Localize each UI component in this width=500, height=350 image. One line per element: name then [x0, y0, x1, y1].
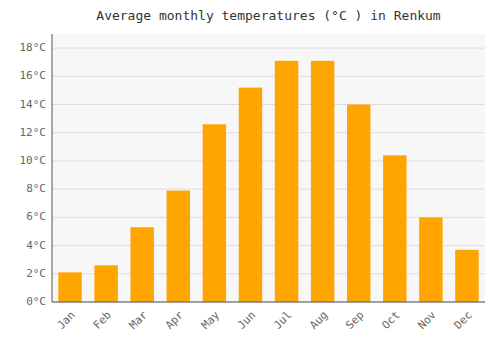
chart: 0°C 2°C 4°C 6°C 8°C 10°C 12°C 14°C 16°C 18°C Jan Fe…	[0, 0, 500, 350]
y-tick-label: 4°C	[26, 239, 46, 252]
bar	[203, 124, 226, 302]
x-axis-line	[52, 302, 485, 303]
x-tick-label: Jan	[55, 309, 78, 332]
grid-line	[52, 48, 485, 49]
y-tick-label: 12°C	[20, 126, 47, 139]
x-tick-label: Dec	[451, 309, 474, 332]
bar	[130, 227, 153, 302]
x-tick-label: Jun	[235, 309, 258, 332]
plot-background	[52, 34, 485, 302]
x-tick-label: Feb	[91, 309, 114, 332]
y-tick-label: 8°C	[26, 182, 46, 195]
grid-line	[52, 302, 485, 303]
bar	[383, 155, 406, 302]
bar	[275, 61, 298, 302]
x-tick-label: Jul	[271, 309, 294, 332]
y-tick-label: 2°C	[26, 267, 46, 280]
bar	[58, 272, 81, 302]
y-tick-label: 10°C	[20, 154, 47, 167]
title: Average monthly temperatures (°C ) in Re…	[96, 8, 441, 23]
bar	[94, 265, 117, 302]
bar	[419, 217, 442, 302]
y-axis-line	[52, 34, 53, 302]
bar	[455, 250, 478, 302]
x-tick-label: Sep	[343, 309, 366, 332]
x-tick-label: Mar	[127, 308, 151, 332]
y-tick-label: 16°C	[20, 69, 47, 82]
bar	[167, 191, 190, 302]
grid-line	[52, 189, 485, 190]
bars	[58, 61, 478, 302]
x-tick-label: Apr	[163, 308, 187, 332]
grid-line	[52, 132, 485, 133]
bar	[347, 105, 370, 302]
grid-line	[52, 76, 485, 77]
y-tick-label: 0°C	[26, 295, 46, 308]
grid-line	[52, 160, 485, 161]
x-tick-label: Oct	[379, 309, 402, 332]
y-tick-label: 14°C	[20, 98, 47, 111]
bar	[311, 61, 334, 302]
x-tick-label: Nov	[415, 308, 439, 332]
x-tick-label: May	[199, 308, 223, 332]
y-tick-label: 18°C	[20, 41, 47, 54]
bar	[239, 88, 262, 302]
x-tick-label: Aug	[307, 309, 330, 332]
grid-line	[52, 104, 485, 105]
y-tick-label: 6°C	[26, 210, 46, 223]
